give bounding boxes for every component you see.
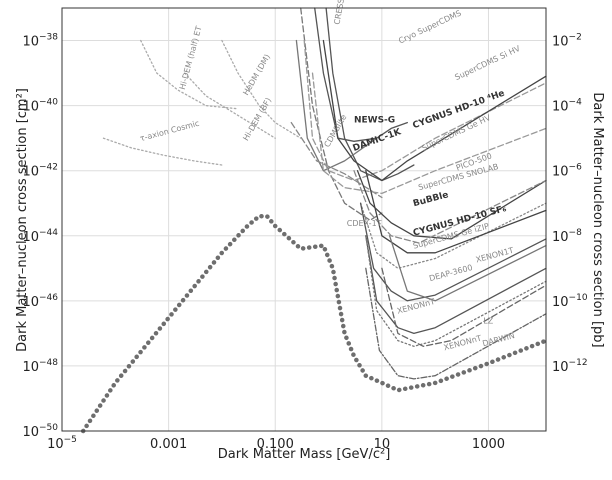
y-tick-labels-right: 10−2 10−4 10−6 10−8 10−10 10−12 xyxy=(552,33,588,375)
y-tick-label-right: 10−2 xyxy=(552,33,582,50)
y-tick-label-right: 10−12 xyxy=(552,358,588,375)
x-tick-label: 10−5 xyxy=(47,435,77,452)
series-line-unlabeled-21 xyxy=(184,72,276,139)
series-line-xenon1t xyxy=(359,202,547,302)
series-line-lz xyxy=(365,235,547,347)
series-line-cygnus-hd-10-sf- xyxy=(365,170,547,254)
x-tick-label: 1000 xyxy=(472,437,505,452)
series-line-pico-500 xyxy=(356,170,547,240)
y-axis-label-left: Dark Matter–nucleon cross section [cm²] xyxy=(15,88,30,352)
curve-label: CDEX-1T xyxy=(347,219,382,228)
y-tick-label-left: 10−42 xyxy=(22,163,58,180)
curve-label: LZ xyxy=(483,317,493,326)
series-line-unlabeled-20 xyxy=(140,39,239,110)
series-line-darwin xyxy=(365,267,547,380)
series-line-deap-3600 xyxy=(388,235,547,302)
series-line-damic-1k xyxy=(325,7,415,182)
x-tick-label: 0.100 xyxy=(257,437,294,452)
x-tick-labels: 10−5 0.001 0.100 10 1000 xyxy=(47,435,505,452)
series-line-unlabeled-0 xyxy=(80,213,549,434)
x-tick-label: 0.001 xyxy=(150,437,187,452)
x-axis-label: Dark Matter Mass [GeV/c²] xyxy=(218,447,391,462)
series-line-xenonnt xyxy=(365,235,547,335)
series-line-cdmslite xyxy=(300,7,383,221)
y-tick-label-left: 10−46 xyxy=(22,293,58,310)
y-tick-label-left: 10−38 xyxy=(22,33,58,50)
series-line-unlabeled-22 xyxy=(221,39,302,139)
grid xyxy=(61,8,546,432)
curves xyxy=(80,7,549,434)
x-tick-label: 10 xyxy=(374,437,391,452)
y-tick-label-right: 10−4 xyxy=(552,98,582,115)
plot-background xyxy=(62,8,546,431)
y-tick-labels-left: 10−38 10−40 10−42 10−44 10−46 10−48 10−50 xyxy=(22,33,58,440)
series-line-supercdms-snolab xyxy=(353,170,547,244)
series-line-darkside-20k xyxy=(381,267,547,347)
y-axis-label-right: Dark Matter–nucleon cross section [pb] xyxy=(590,92,605,347)
y-tick-label-right: 10−6 xyxy=(552,163,582,180)
y-tick-label-right: 10−8 xyxy=(552,228,582,245)
series-line-unlabeled-19 xyxy=(102,137,223,166)
series-line-cygnus-hd-10-he xyxy=(322,39,547,182)
curve-label: NEWS-G xyxy=(354,116,395,126)
series-line-news-g xyxy=(314,7,408,142)
y-tick-label-right: 10−10 xyxy=(552,293,588,310)
y-tick-label-left: 10−48 xyxy=(22,358,58,375)
series-line-supercdms-si-hv xyxy=(303,39,547,182)
plot-frame xyxy=(61,7,547,432)
y-tick-label-left: 10−44 xyxy=(22,228,58,245)
y-tick-label-left: 10−50 xyxy=(22,423,58,440)
y-tick-label-left: 10−40 xyxy=(22,98,58,115)
series-line-cresst xyxy=(295,39,378,172)
series-line-supercdms-ge-hv xyxy=(311,72,547,195)
